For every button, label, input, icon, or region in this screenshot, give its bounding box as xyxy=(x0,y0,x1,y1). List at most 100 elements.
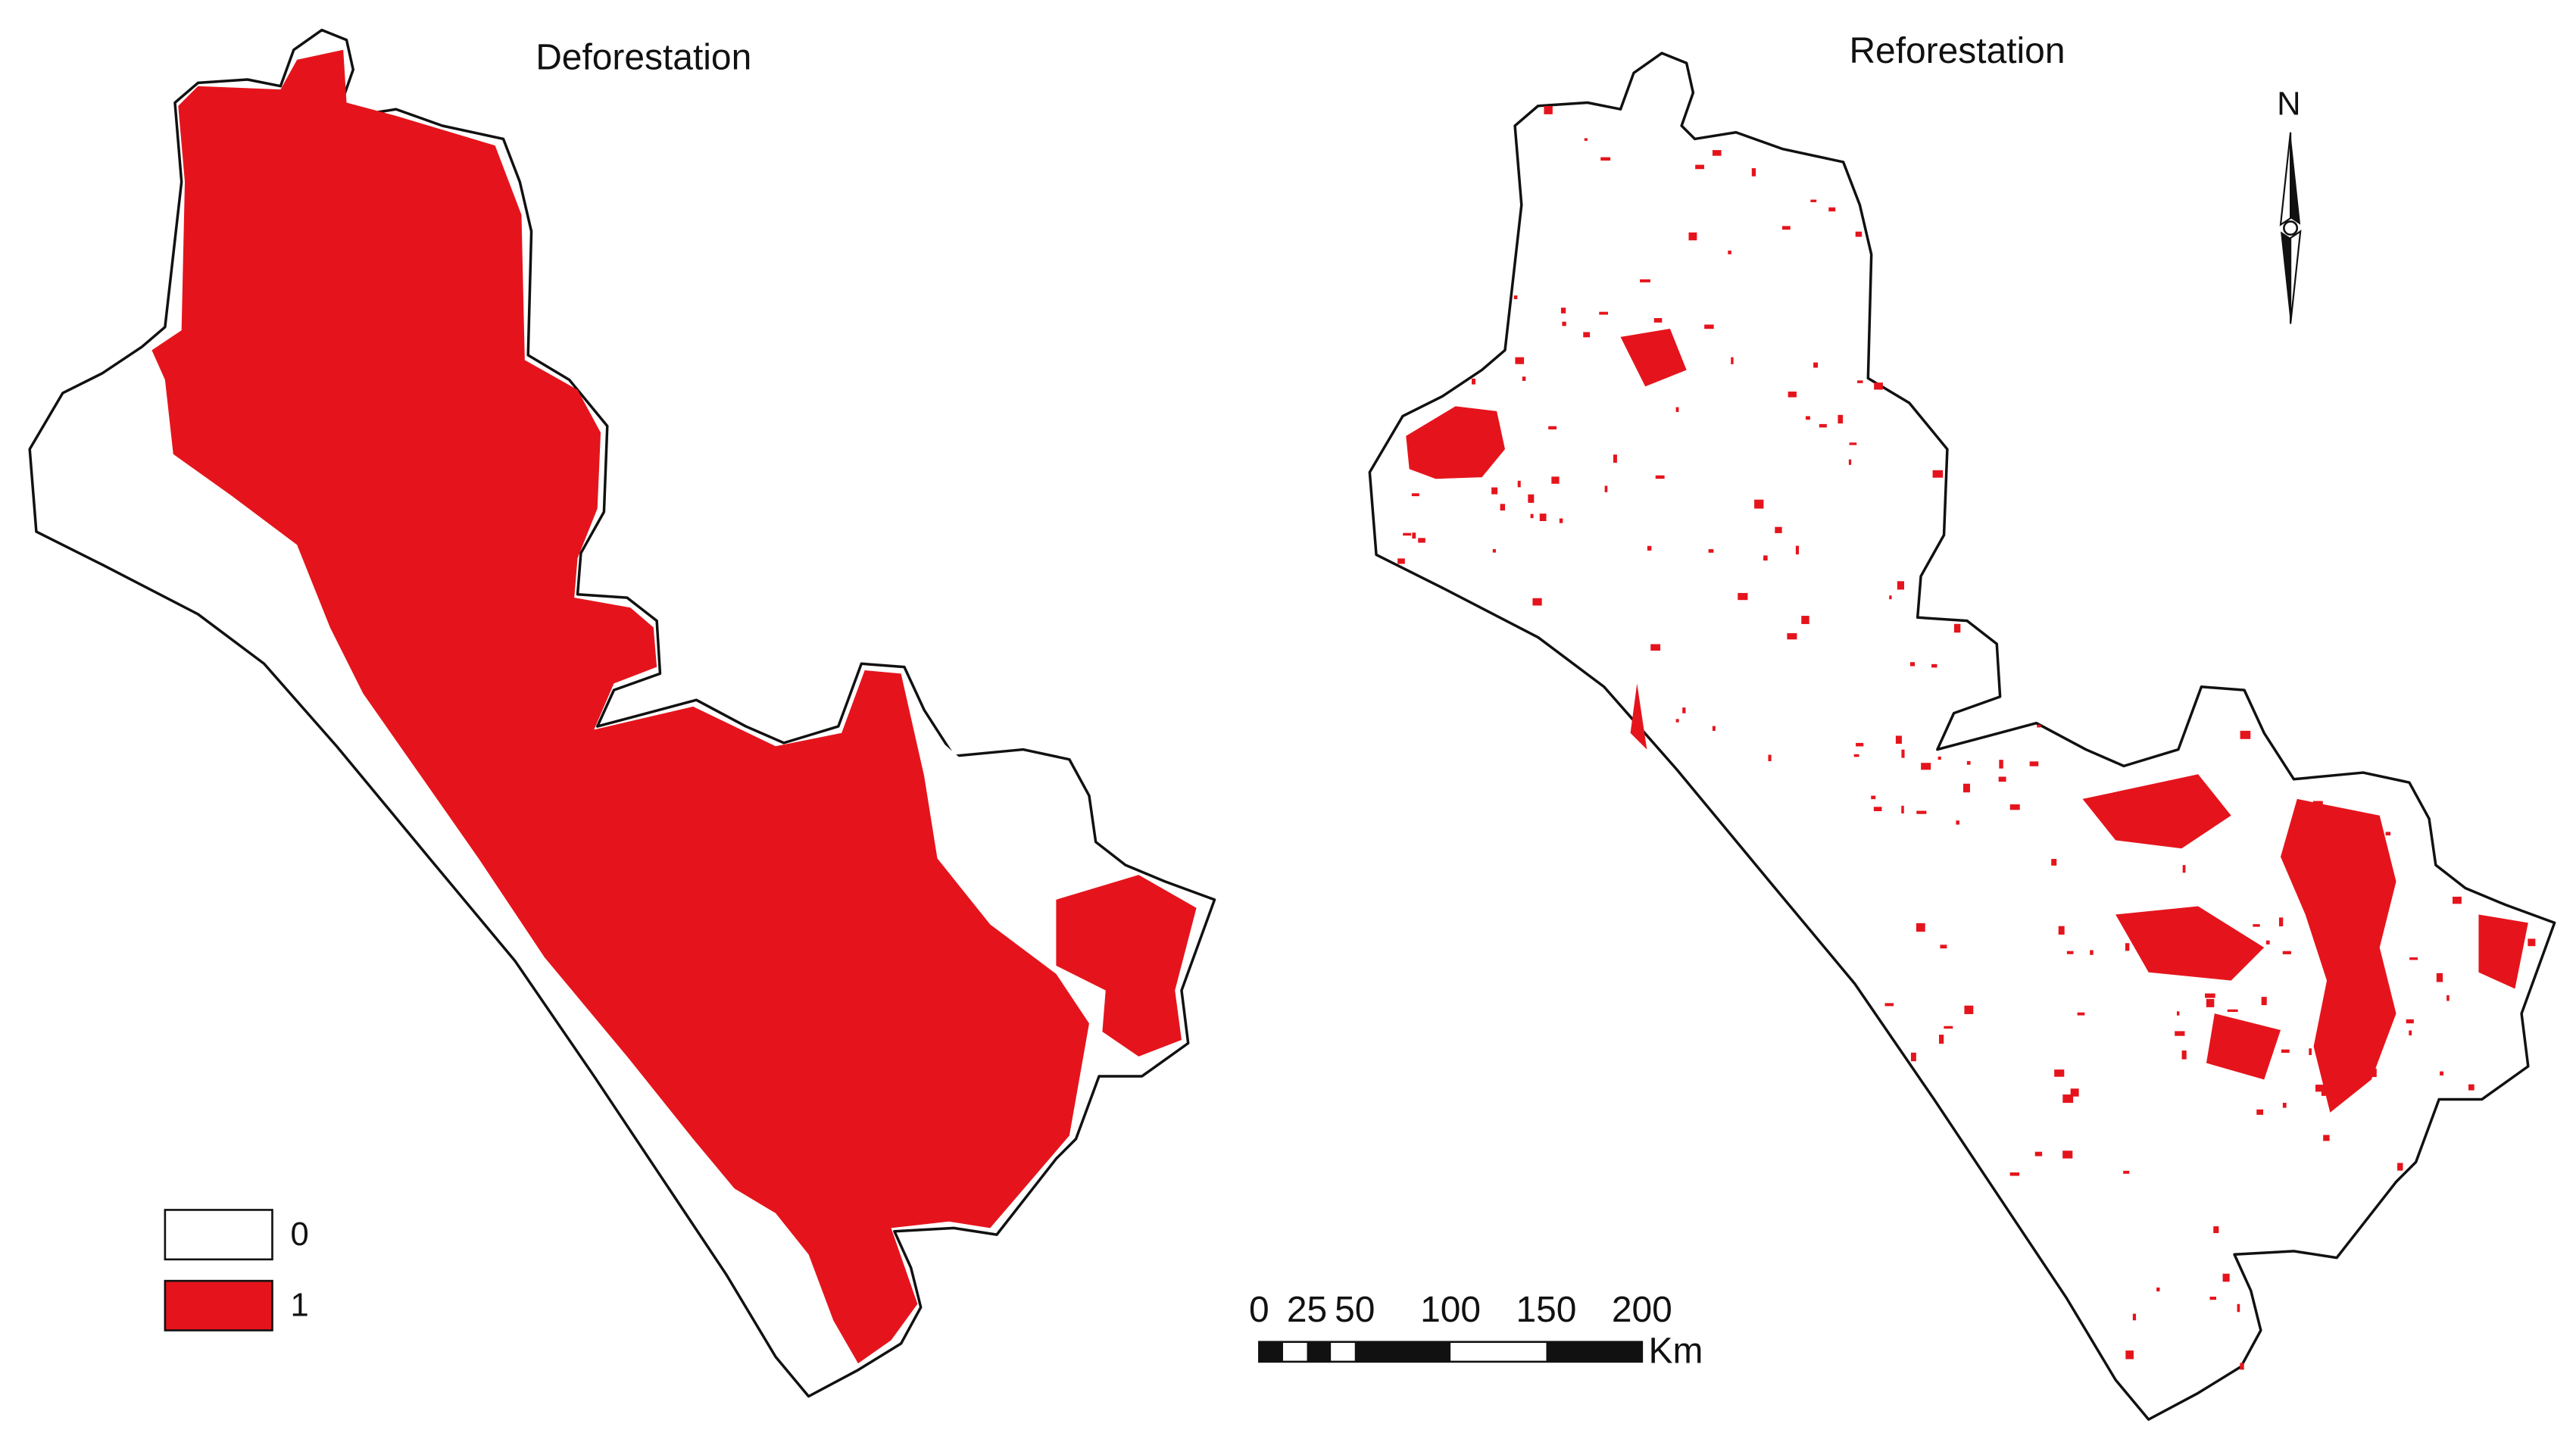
red-speck xyxy=(1418,538,1425,543)
red-speck xyxy=(2077,1012,2085,1016)
scale-label: 200 xyxy=(1612,1290,1672,1330)
red-speck xyxy=(1548,426,1557,429)
red-speck xyxy=(2029,761,2039,766)
scale-label: 0 xyxy=(1249,1290,1269,1330)
red-speck xyxy=(1600,157,1611,161)
red-speck xyxy=(1853,754,1859,757)
red-speck xyxy=(1411,493,1419,497)
red-speck xyxy=(1688,232,1697,241)
red-speck xyxy=(1613,454,1617,463)
red-speck xyxy=(1897,581,1904,590)
red-speck xyxy=(1647,545,1652,551)
red-speck xyxy=(2199,819,2208,827)
red-speck xyxy=(1539,514,1547,521)
red-speck xyxy=(1712,150,1722,156)
red-patch xyxy=(2281,798,2396,1113)
red-speck xyxy=(2369,1068,2377,1077)
north-label: N xyxy=(2277,86,2300,122)
red-speck xyxy=(2253,924,2260,927)
scale-segment xyxy=(1259,1341,1283,1362)
red-speck xyxy=(2123,1170,2130,1174)
red-speck xyxy=(1500,504,1506,510)
red-speck xyxy=(1901,805,1904,813)
red-speck xyxy=(1517,480,1521,488)
red-speck xyxy=(1675,719,1679,723)
red-speck xyxy=(2009,804,2020,810)
red-speck xyxy=(1916,810,1927,814)
red-speck xyxy=(2281,1049,2290,1054)
red-speck xyxy=(2090,950,2094,955)
red-speck xyxy=(2176,932,2187,938)
red-speck xyxy=(2145,835,2156,842)
red-speck xyxy=(2203,788,2207,796)
red-speck xyxy=(1604,485,1608,492)
red-speck xyxy=(1857,380,1863,383)
red-speck xyxy=(2054,1069,2065,1077)
red-speck xyxy=(2261,997,2267,1006)
red-speck xyxy=(1704,324,1714,329)
red-speck xyxy=(1848,459,1852,465)
red-speck xyxy=(2324,1053,2334,1063)
scale-segment xyxy=(1546,1341,1642,1362)
red-speck xyxy=(2058,926,2065,935)
red-speck xyxy=(1953,623,1961,633)
red-speck xyxy=(2240,1363,2244,1370)
red-speck xyxy=(1675,407,1679,412)
red-area xyxy=(1056,875,1197,1057)
red-speck xyxy=(2070,1088,2079,1097)
red-speck xyxy=(2446,995,2450,1001)
red-speck xyxy=(1884,1003,1894,1007)
scale-label: 100 xyxy=(1420,1290,1481,1330)
red-speck xyxy=(1889,595,1892,600)
red-speck xyxy=(1712,726,1716,731)
scale-segment xyxy=(1354,1341,1451,1362)
red-speck xyxy=(1966,760,1971,765)
red-speck xyxy=(1932,470,1944,478)
red-speck xyxy=(1874,382,1883,390)
arrow-center xyxy=(2283,220,2299,236)
red-speck xyxy=(1964,1005,1974,1014)
red-speck xyxy=(1754,499,1764,509)
red-speck xyxy=(1492,549,1496,553)
reforestation-map xyxy=(1368,52,2556,1421)
red-speck xyxy=(2206,998,2215,1007)
red-speck xyxy=(1653,317,1663,323)
red-speck xyxy=(1895,735,1902,744)
red-speck xyxy=(1731,357,1734,364)
red-patch xyxy=(2206,1013,2281,1080)
red-speck xyxy=(1551,476,1560,484)
north-arrow: N xyxy=(2277,86,2302,324)
red-speck xyxy=(2265,940,2270,944)
red-speck xyxy=(2222,1273,2230,1282)
red-patch xyxy=(2082,774,2231,849)
red-speck xyxy=(2037,724,2041,728)
red-speck xyxy=(2330,890,2337,894)
red-speck xyxy=(2034,1151,2043,1157)
red-speck xyxy=(2132,1313,2137,1321)
red-speck xyxy=(1801,616,1809,624)
cleared-gap xyxy=(924,726,1089,908)
red-speck xyxy=(1819,423,1827,428)
red-speck xyxy=(1828,207,1836,212)
red-speck xyxy=(1412,532,1416,539)
red-speck xyxy=(1584,138,1588,141)
red-speck xyxy=(1910,1052,1916,1062)
red-speck xyxy=(1513,295,1518,300)
scale-label: 25 xyxy=(1287,1290,1327,1330)
red-speck xyxy=(1795,545,1800,554)
red-speck xyxy=(2227,1009,2238,1013)
red-speck xyxy=(1559,518,1563,523)
red-speck xyxy=(1560,308,1566,314)
red-speck xyxy=(2309,1048,2312,1056)
red-speck xyxy=(2323,1135,2330,1141)
red-speck xyxy=(1856,742,1864,747)
red-speck xyxy=(2453,896,2462,904)
red-speck xyxy=(2171,798,2175,803)
red-speck xyxy=(1599,311,1609,315)
red-speck xyxy=(1682,707,1686,713)
red-speck xyxy=(2062,1094,2074,1104)
red-speck xyxy=(1909,662,1916,667)
red-speck xyxy=(2125,943,2130,951)
red-speck xyxy=(1655,475,1665,479)
legend-label: 0 xyxy=(290,1216,308,1253)
